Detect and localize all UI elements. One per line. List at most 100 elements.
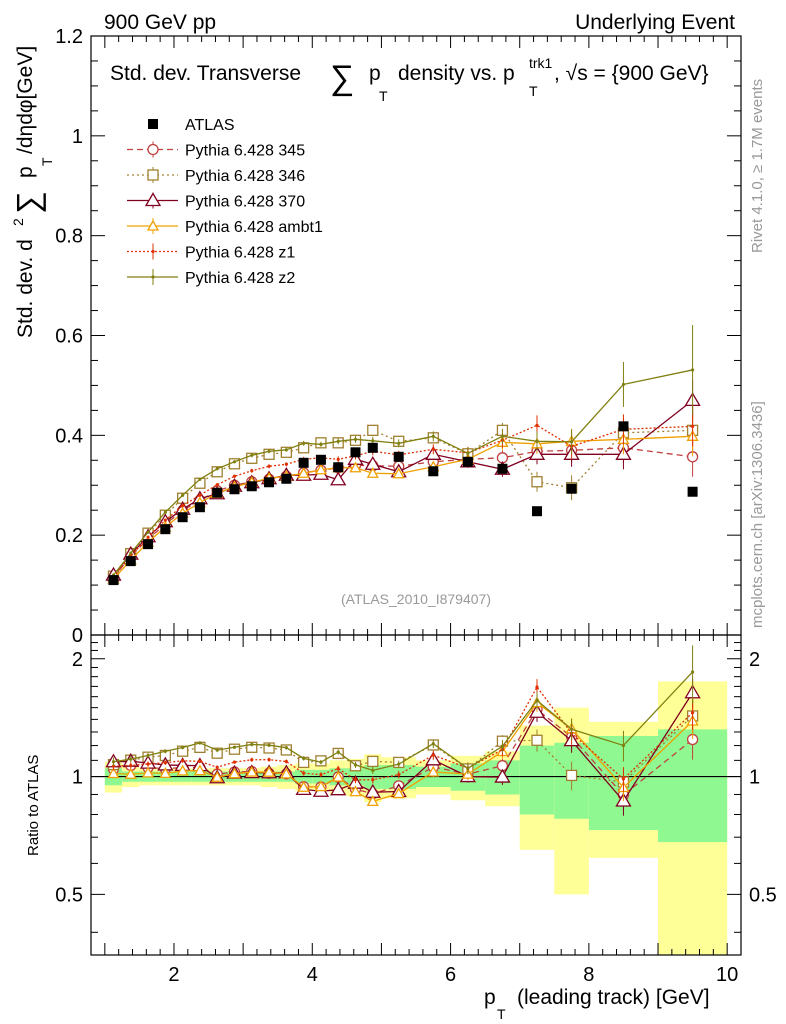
- series-point: [690, 368, 695, 372]
- series-point: [431, 434, 435, 438]
- ratio-point: [366, 795, 379, 807]
- ratio-point: [284, 746, 288, 750]
- atlas-point: [281, 473, 292, 484]
- series-point: [431, 447, 435, 451]
- series-point: [314, 463, 328, 475]
- ratio-point: [319, 760, 323, 764]
- atlas-point: [462, 456, 473, 467]
- xlabel-p: p: [484, 986, 496, 1009]
- ratio-point: [302, 756, 306, 760]
- ratio-point: [263, 742, 275, 754]
- series-point: [500, 434, 505, 438]
- ratio-point: [198, 741, 202, 745]
- ratio-point: [690, 711, 695, 715]
- atlas-point: [532, 506, 543, 517]
- atlas-point: [566, 483, 577, 494]
- x-tick-label: 10: [716, 964, 738, 986]
- ratio-point: [353, 763, 358, 767]
- series-point: [198, 493, 202, 497]
- ratio-point: [319, 773, 323, 777]
- plot-title: Std. dev. Transverse ∑ p T density vs. p…: [110, 55, 709, 104]
- series-point: [146, 535, 150, 539]
- series-point: [569, 440, 574, 444]
- series-point: [336, 439, 340, 443]
- ratio-point: [215, 748, 219, 752]
- series-point: [535, 439, 539, 443]
- series-5: [111, 325, 695, 577]
- ratio-point: [431, 753, 435, 757]
- ratio-point: [211, 747, 223, 759]
- legend: ATLAS Pythia 6.428 345 Pythia 6.428 346 Pyt…: [127, 117, 323, 287]
- series-point: [531, 476, 543, 488]
- ratio-point: [141, 766, 155, 778]
- series-point: [297, 466, 310, 478]
- legend-marker-atlas: [148, 119, 158, 129]
- legend-label: Pythia 6.428 z1: [185, 245, 295, 262]
- series-point: [181, 504, 185, 508]
- series-point: [535, 423, 539, 427]
- ratio-point: [107, 767, 120, 779]
- xlabel-T: T: [497, 1006, 506, 1022]
- series-point: [397, 441, 401, 445]
- ylabel-tail: /dηdφ[GeV]: [14, 46, 37, 154]
- ratio-point: [198, 759, 202, 763]
- uncertainty-bands: [104, 681, 728, 955]
- ratio-y-tick-label-right: 0.5: [749, 884, 777, 906]
- ratio-point: [284, 759, 288, 764]
- ratio-point: [336, 767, 340, 771]
- ratio-series-line: [113, 715, 694, 783]
- ratio-point: [245, 765, 258, 777]
- legend-label-atlas: ATLAS: [185, 117, 235, 134]
- title-T: T: [379, 88, 388, 104]
- ratio-y-tick-label: 1: [72, 767, 83, 789]
- title-p: p: [369, 62, 381, 85]
- legend-marker: [147, 169, 159, 181]
- series-point: [367, 424, 379, 436]
- ratio-point: [163, 761, 167, 765]
- atlas-point: [393, 451, 404, 462]
- series-point: [198, 477, 202, 481]
- y-tick-label: 0.6: [55, 326, 83, 348]
- series-point: [302, 441, 306, 445]
- y-tick-label: 0: [72, 625, 83, 647]
- atlas-point: [428, 466, 439, 477]
- atlas-point: [160, 524, 171, 535]
- series-point: [215, 483, 219, 487]
- ratio-point: [535, 685, 539, 689]
- ratio-point: [371, 768, 375, 772]
- atlas-point: [264, 477, 275, 488]
- y-tick-label: 0.8: [55, 226, 83, 248]
- ratio-point: [267, 758, 271, 762]
- series-point: [250, 469, 254, 473]
- ratio-point: [531, 734, 543, 746]
- series-point: [336, 457, 340, 461]
- main-panel-series: [105, 325, 701, 586]
- ratio-point: [336, 750, 340, 754]
- legend-label: Pythia 6.428 370: [185, 194, 305, 211]
- ratio-point: [193, 764, 207, 776]
- ratio-point: [371, 778, 375, 782]
- ratio-point: [690, 670, 695, 674]
- ratio-point: [397, 762, 401, 766]
- series-point: [250, 453, 254, 457]
- y-tick-label: 0.4: [55, 425, 83, 447]
- ratio-point: [129, 757, 133, 761]
- title-mid: density vs. p: [398, 62, 515, 85]
- ratio-point: [565, 769, 578, 782]
- ratio-point: [129, 763, 133, 768]
- ratio-point: [250, 758, 254, 762]
- analysis-watermark: (ATLAS_2010_I879407): [341, 591, 491, 607]
- atlas-point: [125, 556, 136, 567]
- ylabel-two: 2: [10, 218, 26, 226]
- series-point: [163, 510, 167, 514]
- title-T2: T: [529, 83, 538, 99]
- series-point: [371, 439, 375, 443]
- ratio-point: [181, 745, 185, 750]
- series-point: [319, 442, 323, 446]
- ratio-point: [146, 762, 150, 766]
- ratio-point: [228, 743, 241, 755]
- legend-marker: [151, 275, 155, 279]
- atlas-point: [143, 539, 154, 550]
- x-tick-label: 4: [307, 964, 318, 986]
- x-tick-label: 2: [168, 964, 179, 986]
